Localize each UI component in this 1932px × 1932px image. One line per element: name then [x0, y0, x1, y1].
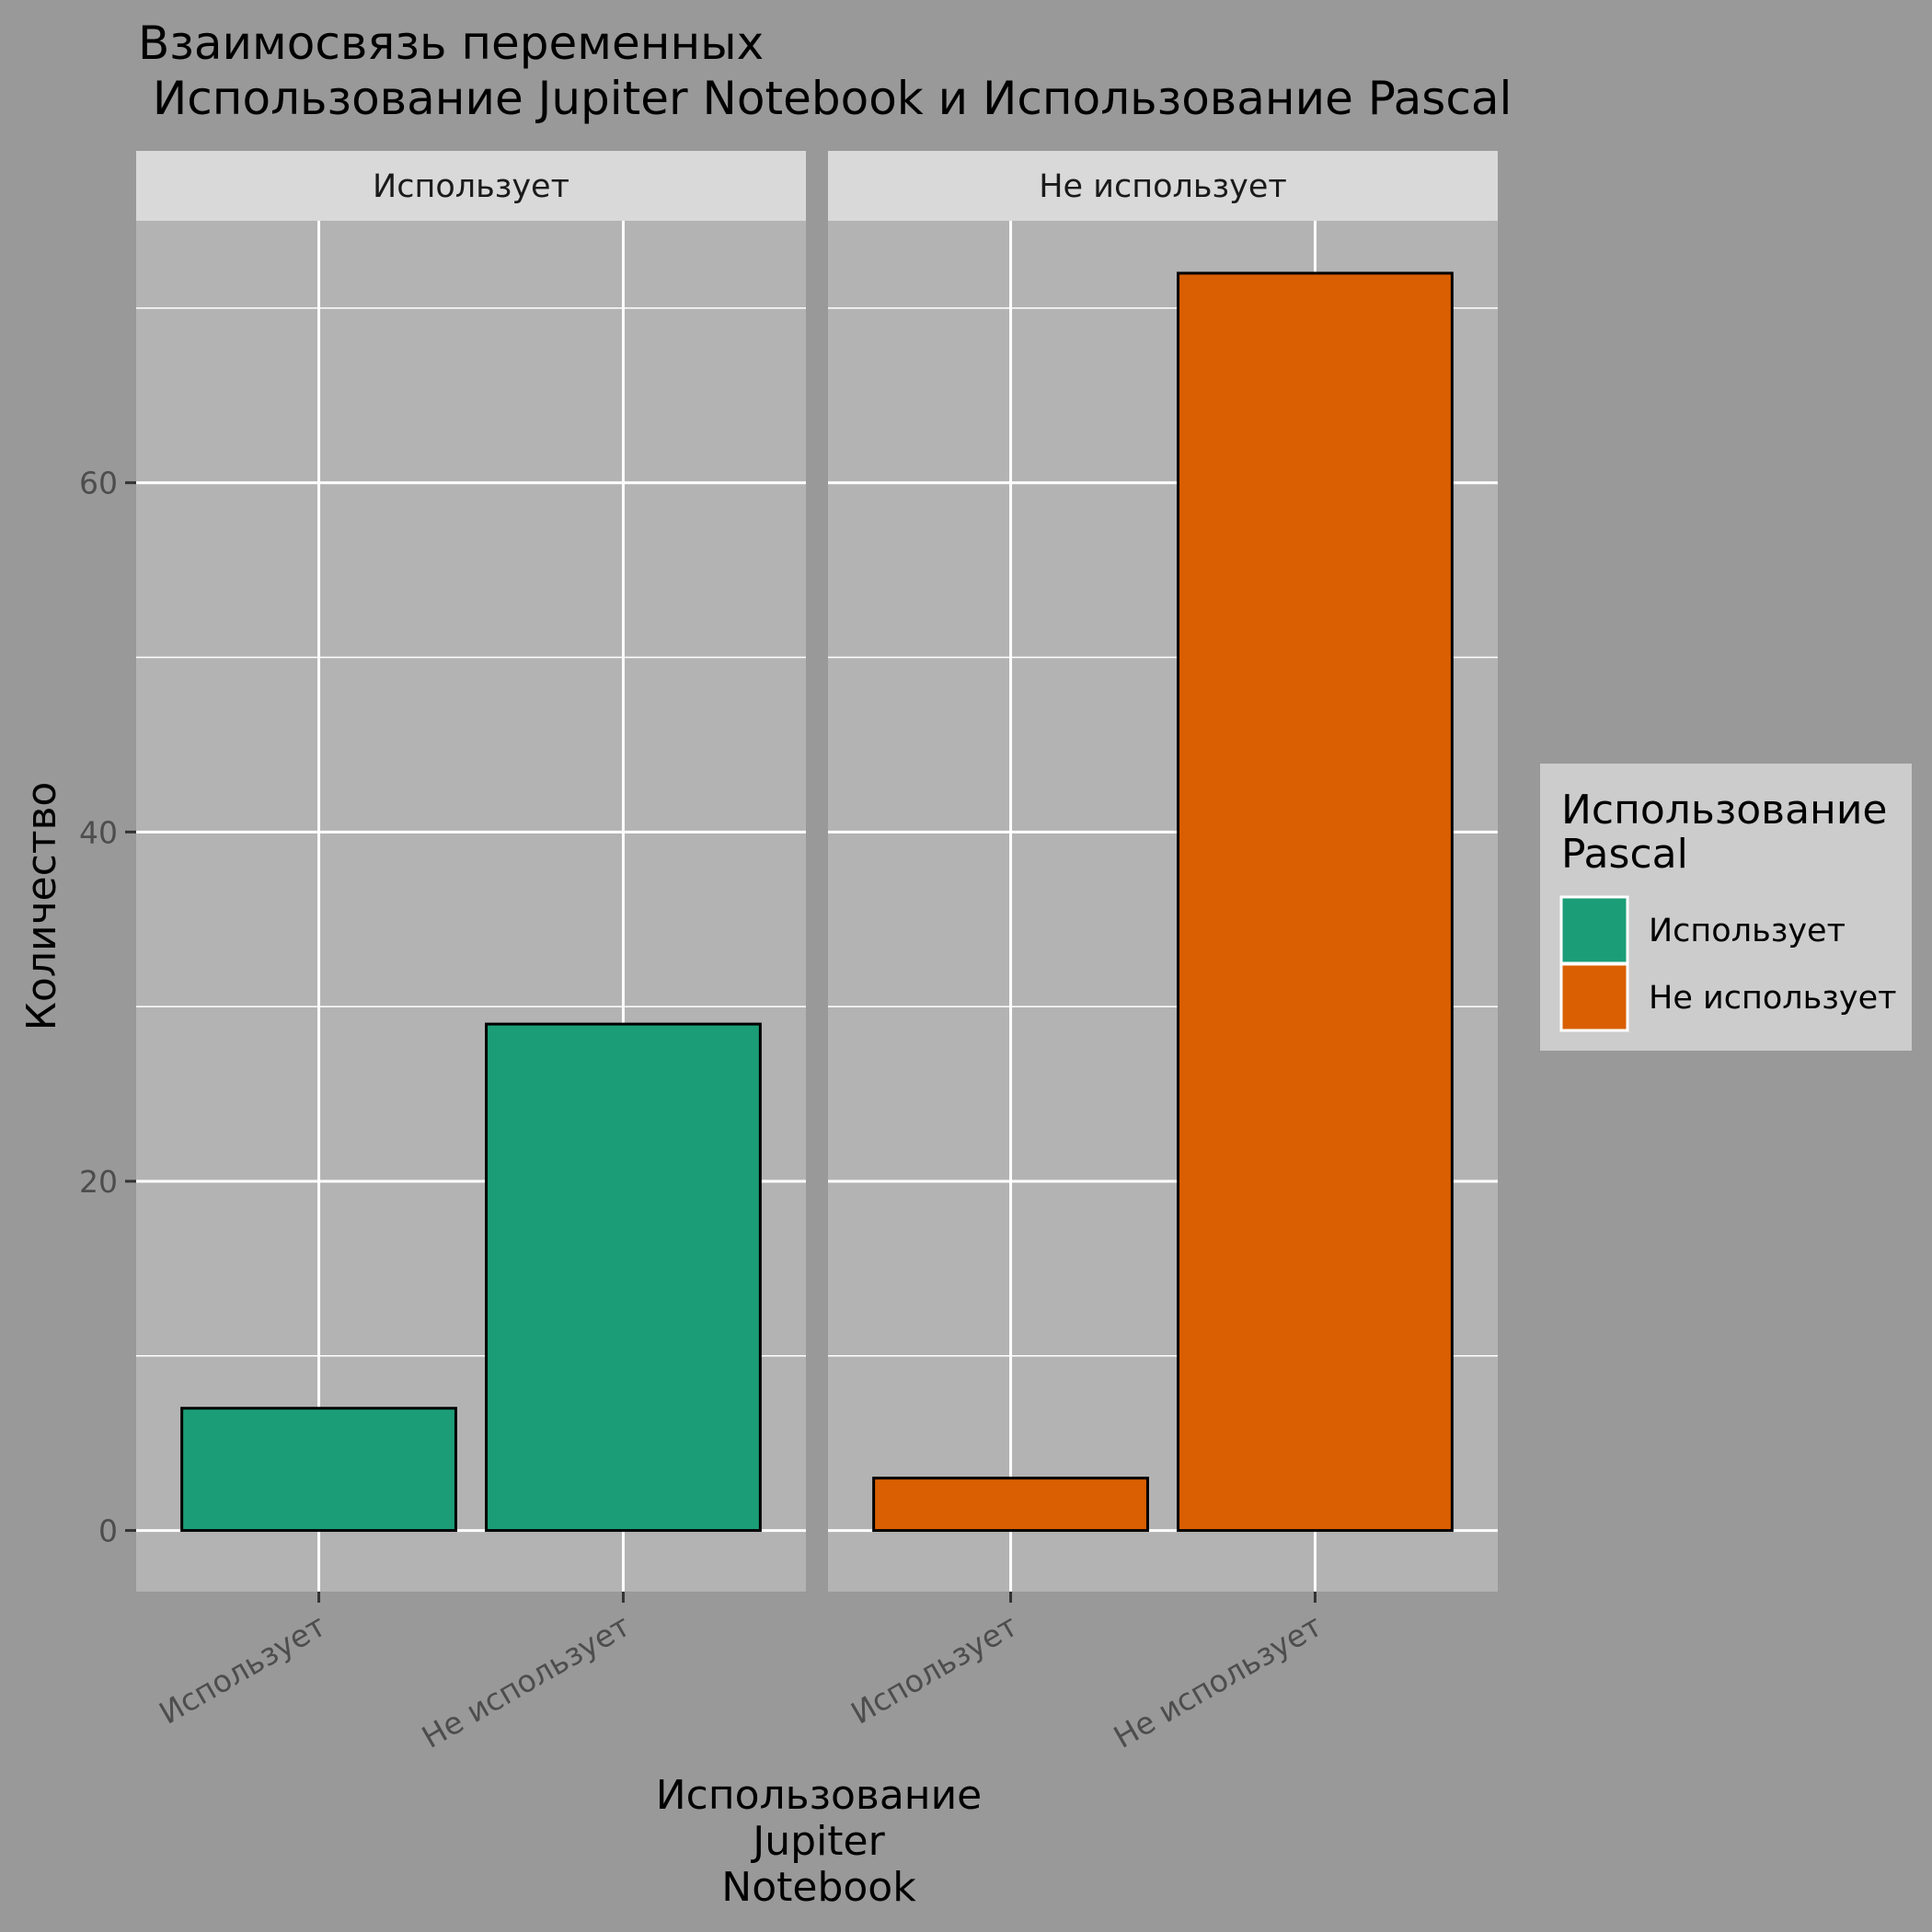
y-axis: 0 20 40 60 [79, 466, 136, 1549]
chart-title-line-2: Использование Jupiter Notebook и Использ… [138, 72, 1512, 125]
legend-title-line: Pascal [1561, 831, 1688, 878]
x-axis-title-line-2: Jupiter [750, 1818, 885, 1865]
facet-strip-label: Использует [373, 168, 569, 205]
y-axis-title: Количество [18, 782, 65, 1031]
bar [1177, 271, 1454, 1533]
y-tick-label: 20 [79, 1164, 118, 1200]
legend-item-label: Не использует [1649, 980, 1897, 1017]
facet-panel: Не использует Использует Не использует [828, 151, 1498, 1755]
y-tick-label: 40 [79, 814, 118, 850]
chart-title-line-1: Взаимосвязь переменных [138, 17, 764, 70]
legend-item-label: Использует [1649, 913, 1846, 949]
x-tick-label: Использует [845, 1607, 1023, 1731]
legend-title-line: Использование [1561, 787, 1888, 834]
x-tick-label: Использует [153, 1607, 331, 1731]
facet-strip [828, 151, 1498, 221]
x-axis-title-line-3: Notebook [721, 1864, 916, 1911]
y-tick-label: 60 [79, 466, 118, 501]
bar [485, 1022, 762, 1533]
x-axis-title: Использование Jupiter Notebook [656, 1772, 983, 1911]
legend-swatch [1559, 962, 1629, 1032]
bar [180, 1407, 457, 1533]
facet-panel: Использует Использует Не использует [136, 151, 806, 1755]
x-tick-label: Не использует [416, 1607, 637, 1755]
y-tick-label: 0 [98, 1513, 118, 1549]
x-axis-title-line-1: Использование [656, 1772, 983, 1819]
x-tick-label: Не использует [1108, 1607, 1328, 1755]
bar [872, 1477, 1149, 1533]
legend-swatch [1559, 895, 1629, 965]
facet-strip [136, 151, 806, 221]
facet-strip-label: Не использует [1039, 168, 1287, 205]
